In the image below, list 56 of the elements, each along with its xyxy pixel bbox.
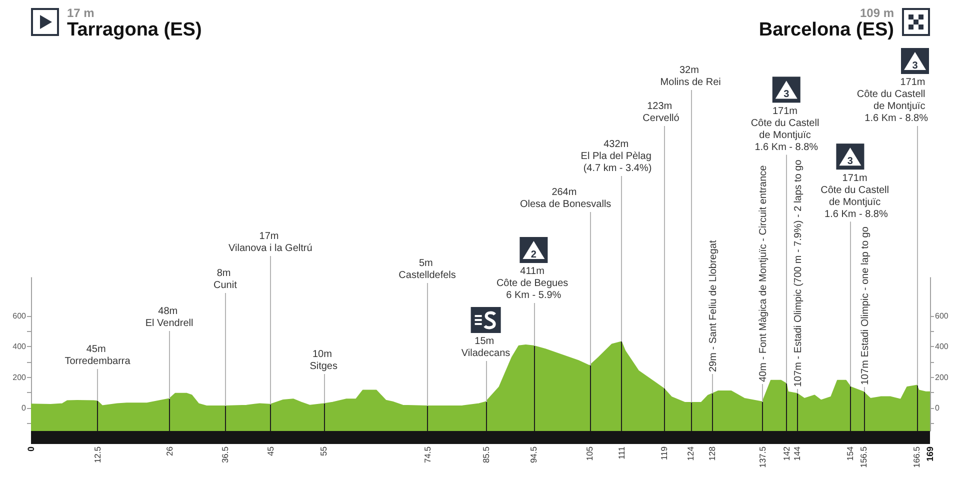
x-tick-label: 156.5 [858, 446, 869, 468]
text: 109 m [860, 6, 894, 20]
ref-line-label: 171m Côte du Castell de Montjuïc 1.6 Km - 8.8% [750, 106, 822, 153]
y-tick-label: 600 [12, 312, 27, 320]
x-tick-label: 36.5 [220, 446, 230, 464]
x-tick-label: 142 [781, 446, 792, 461]
text: 17 m [67, 6, 94, 20]
ref-line-label: 107m Estadi Olimpic - one lap to go [860, 226, 872, 385]
ref-line-label: 432m El Pla del Pèlag (4.7 km - 3.4%) [580, 139, 654, 174]
x-tick-label: 94.5 [528, 446, 539, 464]
x-tick-label: 154 [845, 446, 856, 461]
x-tick-label: 128 [706, 446, 717, 461]
ref-line-label: 48m El Vendrell [145, 306, 194, 330]
mountain-icon: 3 [772, 76, 800, 103]
y-tick-label: 0 [22, 404, 27, 412]
y2-tick-label: 600 [935, 312, 949, 320]
ref-line-label: 15m Viladecans [461, 336, 510, 360]
mountain-icon: 3 [901, 48, 929, 74]
ref-line-label: 32m Molins de Rei [660, 65, 721, 88]
x-tick-label: 105 [584, 446, 595, 461]
ref-line-label: 171m Côte du Castell de Montjuïc 1.6 Km - 8.8% [820, 172, 892, 220]
x-tick-label: 85.5 [480, 446, 491, 464]
x-tick-label: 111 [616, 446, 626, 460]
x-tick-label: 12.5 [92, 446, 102, 464]
x-tick-label: 55 [318, 446, 329, 456]
y2-tick-label: 200 [935, 372, 949, 382]
x-tick-label: 137.5 [757, 446, 768, 468]
text: Barcelona (ES) [758, 20, 894, 41]
x-tick-label: 119 [659, 446, 670, 460]
ref-line-label: 17m Vilanova i la Geltrú [228, 231, 312, 254]
ref-line-label: 29m - Sant Feliu de Llobregat [708, 240, 720, 372]
text: Tarragona (ES) [67, 20, 202, 41]
ref-line-label: 5m Castelldefels [398, 258, 456, 282]
ref-line-label: 8m Cunit [214, 268, 238, 292]
ref-line-label: 264m Olesa de Bonesvalls [520, 187, 612, 210]
x-tick-label: 166.5 [912, 446, 922, 468]
x-tick-label: 169 [925, 446, 935, 462]
x-tick-label: 144 [792, 446, 802, 461]
y2-tick-label: 400 [935, 342, 949, 352]
ref-line-label: 171m Côte du Castell de Montjuïc 1.6 Km - 8.8% [856, 77, 928, 124]
ref-line-label: 45m Torredembarra [64, 344, 131, 368]
ref-line-label: 411m Côte de Begues 6 Km - 5.9% [496, 266, 571, 302]
y-tick-label: 400 [12, 342, 27, 352]
ref-line-label: 123m Cervelló [642, 101, 680, 124]
ref-line-label: 10m Sitges [310, 349, 338, 372]
x-tick-label: 0 [26, 446, 36, 452]
x-tick-label: 26 [164, 446, 174, 456]
y2-tick-label: 0 [935, 404, 940, 412]
mountain-icon: 2 [520, 237, 548, 263]
x-tick-label: 124 [686, 446, 696, 461]
x-tick-label: 74.5 [422, 446, 432, 464]
y-tick-label: 200 [12, 372, 27, 382]
ref-line-label: 107m - Estadi Olimpic (700 m - 7.9%) - 2 laps to go [793, 159, 804, 387]
x-tick-label: 45 [265, 446, 276, 456]
mountain-icon: 3 [836, 144, 864, 170]
ref-line-label: 40m - Font Màgica de Montjuïc - Circuit entrance [758, 164, 770, 382]
